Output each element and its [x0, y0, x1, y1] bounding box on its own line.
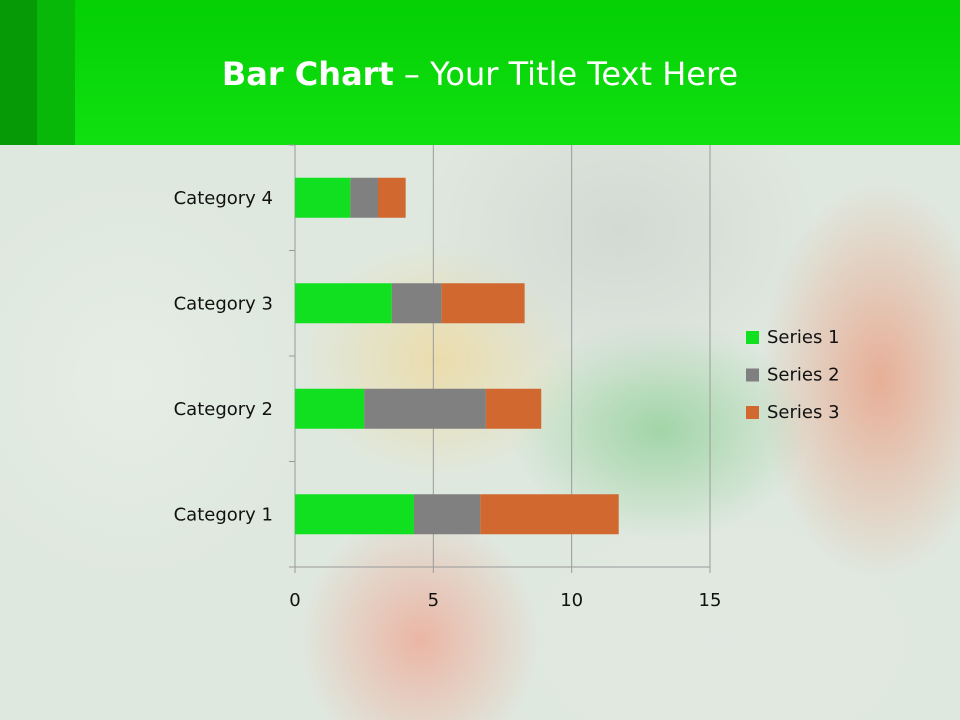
bar-series-2: [391, 283, 442, 324]
decor-square-medium: [37, 0, 75, 145]
legend-swatch: [746, 331, 759, 344]
bar-series-1: [295, 283, 392, 324]
x-tick-label: 10: [560, 590, 583, 611]
decor-square-dark: [0, 0, 37, 145]
bar-series-2: [413, 494, 481, 535]
bar-series-3: [480, 494, 619, 535]
slide-title: Bar Chart – Your Title Text Here: [0, 55, 960, 93]
title-banner: [0, 0, 960, 145]
bar-series-1: [295, 494, 414, 535]
legend-label: Series 3: [767, 402, 840, 423]
bar-series-1: [295, 388, 365, 429]
legend-swatch: [746, 368, 759, 382]
legend-swatch: [746, 406, 759, 419]
bar-series-3: [378, 177, 406, 218]
legend-label: Series 1: [767, 327, 840, 348]
bar-series-3: [485, 388, 542, 429]
category-label: Category 3: [174, 293, 273, 314]
title-bold: Bar Chart: [221, 55, 394, 93]
legend-label: Series 2: [767, 365, 840, 386]
category-label: Category 2: [174, 399, 273, 420]
category-label: Category 1: [174, 504, 273, 525]
category-label: Category 4: [174, 188, 273, 209]
x-tick-label: 0: [289, 590, 300, 611]
bar-series-1: [295, 177, 351, 218]
title-rest: – Your Title Text Here: [393, 55, 739, 93]
bar-series-2: [364, 388, 486, 429]
x-tick-label: 15: [699, 590, 722, 611]
bar-series-2: [350, 177, 378, 218]
x-tick-label: 5: [428, 590, 439, 611]
bar-series-3: [441, 283, 525, 324]
